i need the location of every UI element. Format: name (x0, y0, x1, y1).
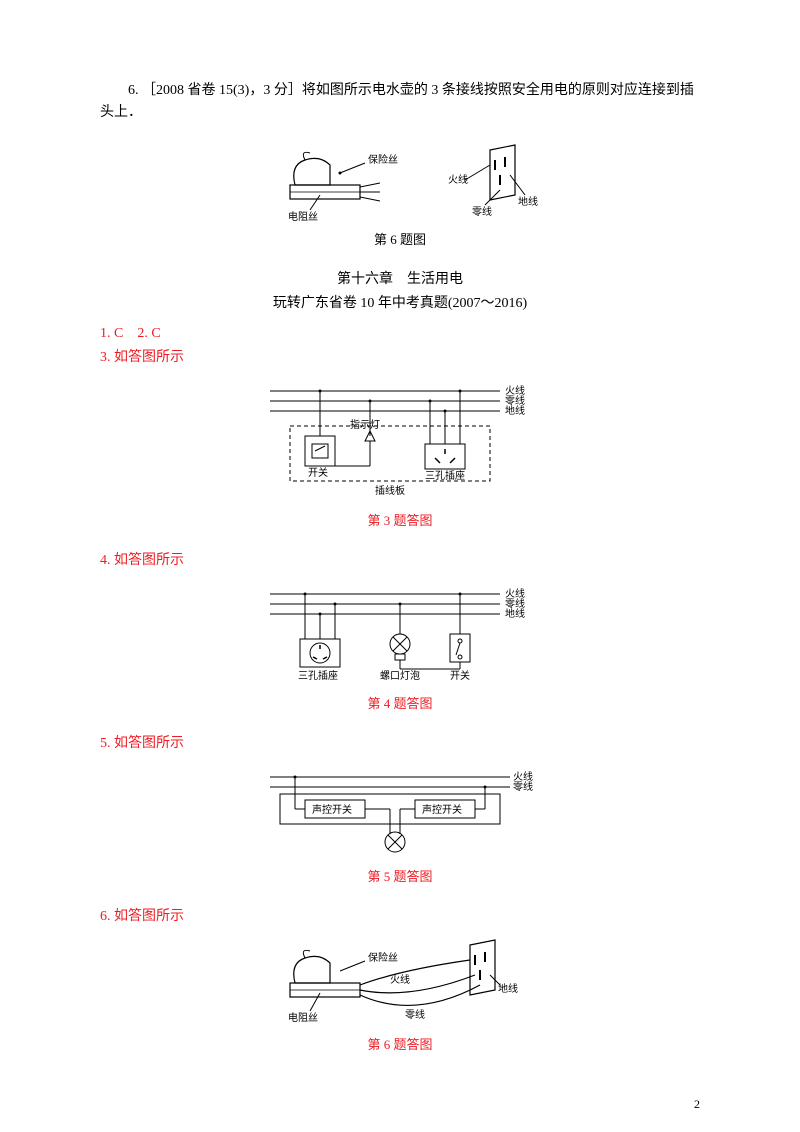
answer-5-caption: 第 5 题答图 (100, 866, 700, 885)
section-subtitle: 玩转广东省卷 10 年中考真题(2007～2016) (100, 292, 700, 312)
answer-3-figure: 火线 零线 地线 开关 指示灯 (100, 376, 700, 529)
svg-text:螺口灯泡: 螺口灯泡 (380, 669, 420, 682)
figure-6-caption: 第 6 题图 (100, 229, 700, 248)
page-number: 2 (694, 1097, 700, 1112)
svg-text:零线: 零线 (513, 780, 533, 793)
svg-text:指示灯: 指示灯 (350, 418, 380, 431)
answer-5-text: 5. 如答图所示 (100, 732, 700, 752)
answer-5-figure: 火线 零线 声控开关 声控开关 (100, 762, 700, 885)
svg-text:三孔插座: 三孔插座 (425, 469, 465, 482)
answer-6-svg: 保险丝 电阻丝 地线 火线 零线 (260, 935, 540, 1030)
answer-4-figure: 火线 零线 地线 三孔插座 螺口灯泡 (100, 579, 700, 712)
resistor-label: 电阻丝 (288, 210, 318, 223)
svg-text:零线: 零线 (405, 1008, 425, 1021)
figure-6: 保险丝 电阻丝 火线 零线 (100, 135, 700, 248)
fuse-label: 保险丝 (368, 153, 398, 166)
answer-6-figure: 保险丝 电阻丝 地线 火线 零线 第 6 题答图 (100, 935, 700, 1053)
svg-text:声控开关: 声控开关 (312, 803, 352, 816)
svg-text:电阻丝: 电阻丝 (288, 1011, 318, 1024)
answer-3-caption: 第 3 题答图 (100, 510, 700, 529)
svg-text:地线: 地线 (505, 607, 525, 620)
kettle-plug-diagram: 保险丝 电阻丝 火线 零线 (240, 135, 560, 225)
section-title: 第十六章 生活用电 (100, 268, 700, 288)
svg-text:开关: 开关 (450, 669, 470, 682)
svg-text:火线: 火线 (390, 973, 410, 986)
answer-3-svg: 火线 零线 地线 开关 指示灯 (250, 376, 550, 506)
answer-1-2: 1. C 2. C (100, 322, 700, 342)
svg-text:地线: 地线 (505, 404, 525, 417)
svg-text:插线板: 插线板 (375, 484, 405, 497)
answer-4-text: 4. 如答图所示 (100, 549, 700, 569)
answer-4-svg: 火线 零线 地线 三孔插座 螺口灯泡 (250, 579, 550, 689)
svg-text:三孔插座: 三孔插座 (298, 669, 338, 682)
answer-6-caption: 第 6 题答图 (100, 1034, 700, 1053)
page-content: 6. ［2008 省卷 15(3)，3 分］将如图所示电水壶的 3 条接线按照安… (0, 0, 800, 1132)
svg-text:保险丝: 保险丝 (368, 951, 398, 964)
answer-5-svg: 火线 零线 声控开关 声控开关 (250, 762, 550, 862)
question-6-text: 6. ［2008 省卷 15(3)，3 分］将如图所示电水壶的 3 条接线按照安… (100, 80, 700, 125)
answer-6-text: 6. 如答图所示 (100, 905, 700, 925)
svg-text:开关: 开关 (308, 466, 328, 479)
answer-4-caption: 第 4 题答图 (100, 693, 700, 712)
answer-3-text: 3. 如答图所示 (100, 346, 700, 366)
plug-live-label: 火线 (448, 173, 468, 186)
plug-neutral-label: 零线 (472, 205, 492, 218)
svg-text:声控开关: 声控开关 (422, 803, 462, 816)
plug-earth-label: 地线 (518, 195, 538, 208)
svg-text:地线: 地线 (498, 982, 518, 995)
